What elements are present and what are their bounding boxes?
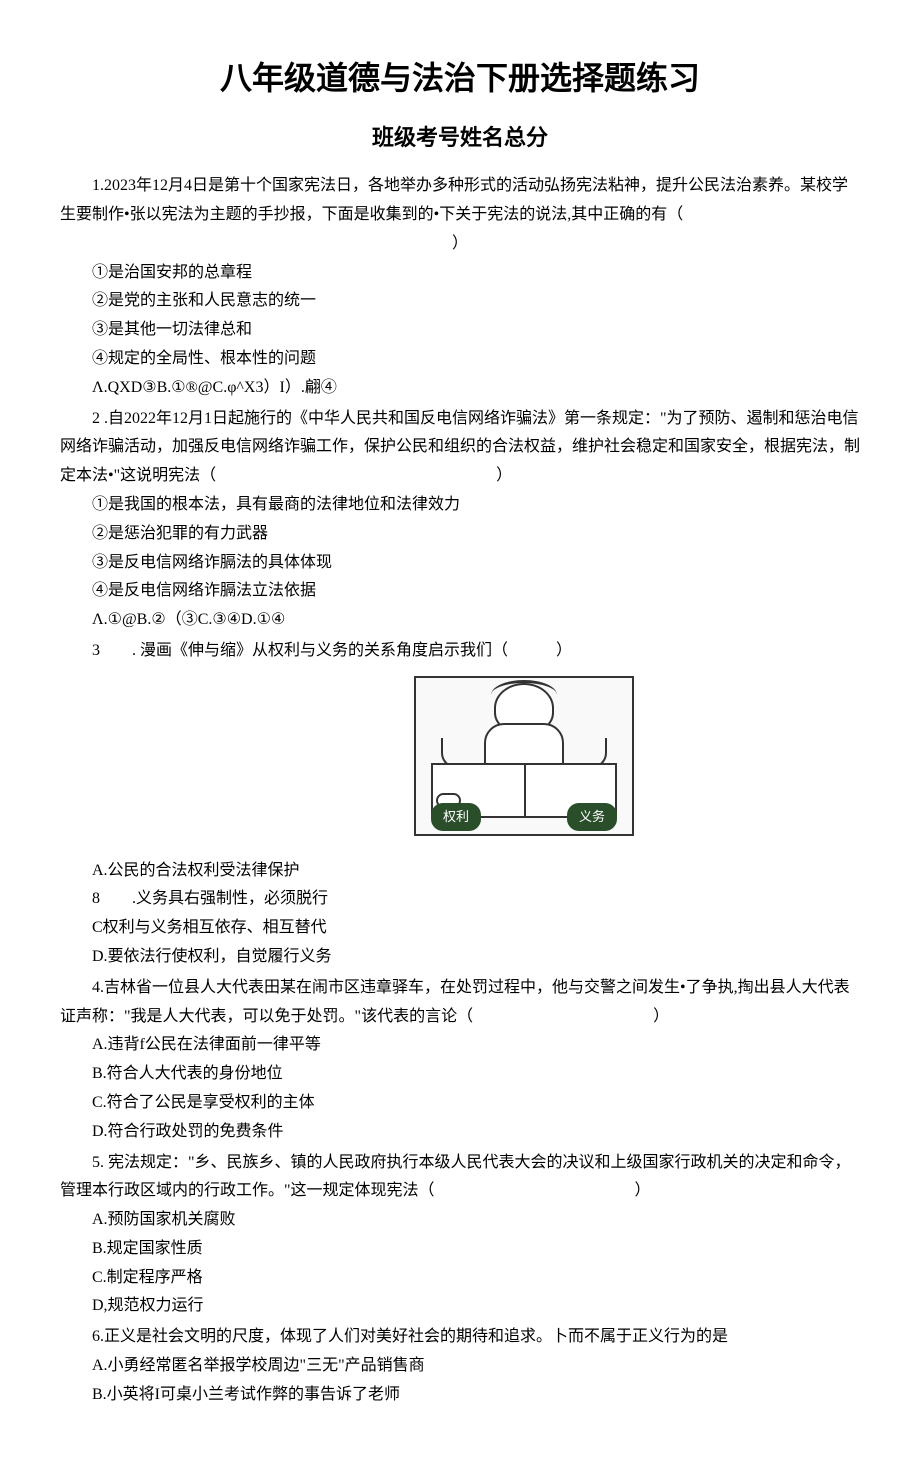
q1-stem: 1.2023年12月4日是第十个国家宪法日，各地举办多种形式的活动弘扬宪法粘神，… (60, 177, 848, 223)
question-3: 3 . 漫画《伸与缩》从权利与义务的关系角度启示我们（ ） 权利 义务 A.公民… (60, 637, 860, 972)
q4-stem: 4.吉林省一位县人大代表田某在闹市区违章驿车，在处罚过程中，他与交警之间发生•了… (60, 979, 850, 1025)
q2-close: ） (496, 467, 512, 484)
q2-option-4: ④是反电信网络诈膈法立法依据 (60, 577, 860, 606)
q4-option-d: D.符合行政处罚的免费条件 (60, 1118, 860, 1147)
q2-stem: 2 .自2022年12月1日起施行的《中华人民共和国反电信网络诈骗法》第一条规定… (60, 410, 860, 485)
q5-option-d: D,规范权力运行 (60, 1292, 860, 1321)
q5-stem: 5. 宪法规定："乡、民族乡、镇的人民政府执行本级人民代表大会的决议和上级国家行… (60, 1154, 851, 1200)
q3-option-c: C权利与义务相互依存、相互替代 (60, 914, 860, 943)
q3-image: 权利 义务 (60, 676, 860, 847)
q4-option-c: C.符合了公民是享受权利的主体 (60, 1089, 860, 1118)
q3-option-a: A.公民的合法权利受法律保护 (60, 857, 860, 886)
page-title: 八年级道德与法治下册选择题练习 (60, 50, 860, 108)
q6-option-b: B.小英将I可桌小兰考试作弊的事告诉了老师 (60, 1381, 860, 1410)
question-1: 1.2023年12月4日是第十个国家宪法日，各地举办多种形式的活动弘扬宪法粘神，… (60, 172, 860, 402)
q2-option-1: ①是我国的根本法，具有最商的法律地位和法律效力 (60, 491, 860, 520)
q5-option-b: B.规定国家性质 (60, 1235, 860, 1264)
q1-option-2: ②是党的主张和人民意志的统一 (60, 287, 860, 316)
image-label-right: 义务 (567, 803, 617, 830)
q4-close: ） (653, 1008, 669, 1025)
q4-option-a: A.违背f公民在法律面前一律平等 (60, 1031, 860, 1060)
q3-option-b: 8 .义务具右强制性，必须脱行 (60, 885, 860, 914)
q4-option-b: B.符合人大代表的身份地位 (60, 1060, 860, 1089)
q6-stem: 6.正义是社会文明的尺度，体现了人们对美好社会的期待和追求。卜而不属于正义行为的… (60, 1323, 860, 1352)
q1-option-1: ①是治国安邦的总章程 (60, 259, 860, 288)
q1-answers: Λ.QXD③B.①®@C.φ^X3）I）.翩④ (60, 374, 860, 403)
question-2: 2 .自2022年12月1日起施行的《中华人民共和国反电信网络诈骗法》第一条规定… (60, 405, 860, 635)
q3-option-d: D.要依法行使权利，自觉履行义务 (60, 943, 860, 972)
q1-option-4: ④规定的全局性、根本性的问题 (60, 345, 860, 374)
q5-option-a: A.预防国家机关腐败 (60, 1206, 860, 1235)
q5-option-c: C.制定程序严格 (60, 1264, 860, 1293)
q1-option-3: ③是其他一切法律总和 (60, 316, 860, 345)
question-5: 5. 宪法规定："乡、民族乡、镇的人民政府执行本级人民代表大会的决议和上级国家行… (60, 1149, 860, 1322)
q5-close: ） (635, 1182, 651, 1199)
question-4: 4.吉林省一位县人大代表田某在闹市区违章驿车，在处罚过程中，他与交警之间发生•了… (60, 974, 860, 1147)
image-label-left: 权利 (431, 803, 481, 830)
q1-close: ） (452, 235, 468, 252)
q6-option-a: A.小勇经常匿名举报学校周边"三无"产品销售商 (60, 1352, 860, 1381)
q2-option-2: ②是惩治犯罪的有力武器 (60, 520, 860, 549)
q3-stem: 3 . 漫画《伸与缩》从权利与义务的关系角度启示我们（ ） (60, 637, 860, 666)
page-subtitle: 班级考号姓名总分 (60, 118, 860, 158)
q2-answers: Λ.①@B.②（③C.③④D.①④ (60, 606, 860, 635)
q2-option-3: ③是反电信网络诈膈法的具体体现 (60, 549, 860, 578)
question-6: 6.正义是社会文明的尺度，体现了人们对美好社会的期待和追求。卜而不属于正义行为的… (60, 1323, 860, 1409)
